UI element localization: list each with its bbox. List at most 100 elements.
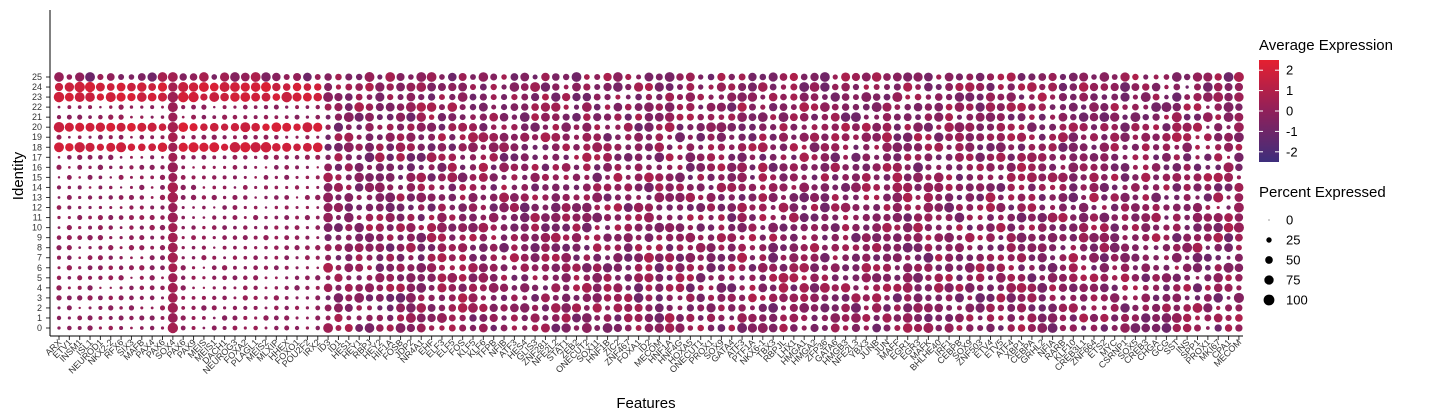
dot-meis2-8 xyxy=(264,245,268,250)
dot-rfx6-0 xyxy=(119,325,124,331)
dot-creb3l1-17 xyxy=(1079,153,1088,162)
dot-onecut2-20 xyxy=(582,122,592,132)
dot-chga-25 xyxy=(1153,74,1159,80)
dot-zeb2-21 xyxy=(572,112,581,122)
dot-atf4-15 xyxy=(1006,172,1016,182)
dot-egr1-11 xyxy=(903,213,912,222)
dot-meis2-16 xyxy=(264,166,268,169)
dot-hes1-11 xyxy=(343,212,354,223)
dot-rarb-6 xyxy=(1059,264,1067,271)
dot-nfib-5 xyxy=(500,274,508,281)
dot-sox9-6 xyxy=(717,264,725,272)
dot-neurod1-18 xyxy=(96,143,105,151)
dot-nkx6-1-21 xyxy=(757,112,768,123)
dot-nfe2l3-2 xyxy=(850,302,861,313)
dot-neurog3-17 xyxy=(232,154,238,160)
dot-hmga2-22 xyxy=(810,103,819,111)
dot-sst-22 xyxy=(1172,102,1182,112)
dot-spp1-14 xyxy=(1193,183,1202,192)
dot-gcg-23 xyxy=(1164,94,1169,100)
dot-foxo1-22 xyxy=(295,105,300,110)
dot-tfpb-2 xyxy=(489,303,498,313)
dot-cebpa-19 xyxy=(1028,134,1035,141)
dot-six3-15 xyxy=(129,175,133,179)
dot-hif1a-3 xyxy=(386,293,395,302)
dot-creb3l1-1 xyxy=(1079,313,1089,323)
dot-pax4-2 xyxy=(150,306,154,310)
dot-hhex-12 xyxy=(284,205,289,210)
dot-rfx6-11 xyxy=(118,215,124,220)
dot-lhx1-2 xyxy=(789,303,798,312)
dot-hes4-4 xyxy=(520,283,530,293)
dot-sox9-1 xyxy=(966,314,974,322)
dot-gata6-7 xyxy=(832,255,838,261)
dot-zeb2-6 xyxy=(572,263,581,273)
dot-etv1-2 xyxy=(66,305,72,311)
dot-neurod1-1 xyxy=(98,315,103,320)
dot-klf10-2 xyxy=(1068,303,1078,313)
dot-hnf1a-22 xyxy=(664,102,675,112)
dot-ets2-11 xyxy=(1099,212,1110,223)
dot-mecom-16 xyxy=(1235,163,1243,172)
dot-elf3-12 xyxy=(438,203,446,212)
dot-meis2-7 xyxy=(264,256,268,260)
dot-jdp2-25 xyxy=(408,74,414,80)
dot-rbpj-23 xyxy=(366,94,373,100)
dot-hhex-14 xyxy=(285,185,289,190)
dot-six3-25 xyxy=(128,74,135,80)
dot-klf6-10 xyxy=(478,222,489,233)
dot-tfpb-18 xyxy=(488,142,499,153)
dot-egr1-12 xyxy=(904,204,912,211)
dot-mafk-24 xyxy=(924,82,933,92)
dot-hey1-24 xyxy=(355,83,363,91)
dot-sst-21 xyxy=(1171,112,1182,123)
dot-znf503-16 xyxy=(976,163,984,172)
dot-mki67-19 xyxy=(1214,133,1223,142)
dot-hhex-23 xyxy=(281,91,292,103)
dot-pou2f2-23 xyxy=(302,92,312,102)
dot-gata4-18 xyxy=(728,144,735,151)
dot-zic2-11 xyxy=(614,214,622,221)
dot-znf467-10 xyxy=(624,223,633,232)
dot-nr4a1-10 xyxy=(418,224,425,231)
dot-klf5-11 xyxy=(469,213,477,222)
dot-id2-13 xyxy=(646,194,652,201)
dot-ptf1a-3 xyxy=(748,293,757,303)
dot-pou2f2-8 xyxy=(305,245,310,251)
dot-znf664-10 xyxy=(1091,224,1097,231)
dot-sox11-19 xyxy=(593,133,602,142)
dot-ehf-22 xyxy=(426,102,437,112)
dot-foxa2-11 xyxy=(243,216,247,220)
dot-mlxip-22 xyxy=(273,104,279,110)
dot-stat1-16 xyxy=(561,162,571,172)
dot-neurog3-19 xyxy=(232,135,237,140)
dot-znf281-1 xyxy=(542,315,549,321)
dot-lhx1-20 xyxy=(790,123,798,131)
dot-foxa1-23 xyxy=(635,93,642,101)
size-key-dot-0 xyxy=(1268,219,1270,221)
dot-cebpa-8 xyxy=(1027,243,1037,253)
dot-klf10-25 xyxy=(1068,72,1078,82)
dot-ins-24 xyxy=(1185,85,1189,89)
dot-atf4-7 xyxy=(1007,254,1015,262)
dot-sst-6 xyxy=(1174,265,1179,270)
dot-creb3-20 xyxy=(1142,123,1150,131)
dot-pou2f2-5 xyxy=(305,275,310,281)
dot-nr4a1-5 xyxy=(417,274,426,282)
dot-etv4-19 xyxy=(986,133,995,141)
dot-meis1-1 xyxy=(212,316,216,320)
dot-rbpjl-1 xyxy=(780,314,787,322)
dot-hoxa5-22 xyxy=(686,102,695,112)
dot-neurog3-7 xyxy=(232,255,238,260)
dot-spp1-3 xyxy=(1194,295,1201,301)
dot-rbpjl-25 xyxy=(779,73,788,81)
dot-sox9-5 xyxy=(718,274,725,282)
dot-prox1-3 xyxy=(707,294,715,301)
dot-prox1-14 xyxy=(1204,183,1212,191)
dot-zeb2-5 xyxy=(573,274,580,281)
dot-gata6-11 xyxy=(832,214,839,221)
dot-jun-11 xyxy=(883,213,891,222)
dot-isl1-15 xyxy=(87,174,93,180)
dot-elf3-23 xyxy=(438,94,445,101)
dot-spp1-7 xyxy=(1192,252,1203,263)
